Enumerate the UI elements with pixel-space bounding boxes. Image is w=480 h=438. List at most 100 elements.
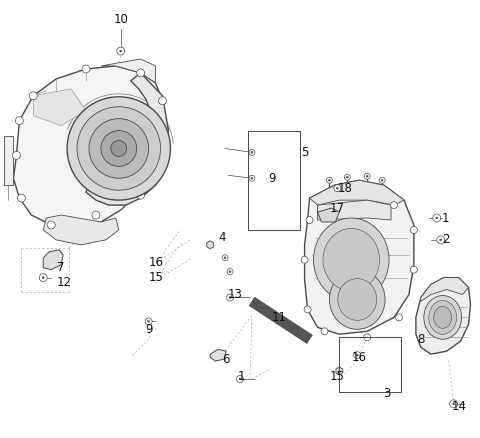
Circle shape	[29, 92, 37, 100]
Circle shape	[433, 214, 441, 222]
Circle shape	[336, 187, 338, 189]
Text: 13: 13	[228, 288, 243, 301]
Text: 1: 1	[238, 371, 245, 384]
Polygon shape	[421, 278, 468, 301]
Ellipse shape	[424, 296, 462, 339]
Circle shape	[249, 175, 255, 181]
Ellipse shape	[338, 279, 377, 320]
Bar	[339, 337, 401, 392]
Circle shape	[222, 255, 228, 261]
Polygon shape	[43, 215, 119, 245]
Circle shape	[12, 152, 21, 159]
Circle shape	[251, 152, 253, 153]
Ellipse shape	[429, 300, 456, 334]
Circle shape	[410, 266, 418, 273]
Polygon shape	[86, 73, 168, 205]
Circle shape	[347, 176, 348, 178]
Circle shape	[334, 185, 341, 192]
Circle shape	[227, 294, 234, 301]
Circle shape	[158, 97, 167, 105]
Text: 18: 18	[337, 182, 352, 195]
Circle shape	[123, 188, 130, 195]
Circle shape	[89, 119, 149, 178]
Polygon shape	[210, 349, 226, 361]
Text: 5: 5	[301, 146, 309, 159]
Ellipse shape	[434, 307, 452, 328]
Circle shape	[224, 257, 226, 259]
Text: 10: 10	[113, 13, 128, 26]
Polygon shape	[317, 200, 391, 220]
Circle shape	[249, 149, 255, 155]
Text: 3: 3	[384, 387, 391, 400]
Circle shape	[326, 177, 333, 183]
Text: 14: 14	[452, 400, 467, 413]
Circle shape	[229, 297, 231, 298]
Circle shape	[239, 378, 241, 380]
Circle shape	[67, 97, 170, 200]
Polygon shape	[33, 89, 86, 126]
Circle shape	[137, 191, 144, 199]
Circle shape	[145, 318, 152, 325]
Text: 9: 9	[145, 323, 152, 336]
Circle shape	[396, 314, 402, 321]
Circle shape	[72, 138, 79, 145]
Ellipse shape	[313, 218, 389, 301]
Circle shape	[321, 328, 328, 335]
Polygon shape	[249, 297, 312, 343]
Circle shape	[153, 167, 160, 174]
Circle shape	[344, 174, 350, 180]
Circle shape	[410, 226, 418, 233]
Circle shape	[453, 403, 455, 405]
Circle shape	[440, 239, 442, 241]
Circle shape	[304, 306, 311, 313]
Text: 16: 16	[149, 256, 164, 269]
Polygon shape	[101, 59, 156, 83]
Circle shape	[100, 104, 108, 111]
Circle shape	[111, 141, 127, 156]
Text: 4: 4	[218, 231, 226, 244]
Circle shape	[39, 274, 47, 282]
Text: 7: 7	[57, 261, 65, 274]
Circle shape	[366, 175, 368, 177]
Circle shape	[381, 179, 383, 181]
Text: 6: 6	[222, 353, 229, 366]
Text: 16: 16	[352, 350, 367, 364]
Text: 15: 15	[330, 371, 345, 384]
Polygon shape	[336, 367, 343, 375]
Circle shape	[144, 112, 150, 118]
Circle shape	[436, 217, 438, 219]
Circle shape	[450, 400, 457, 408]
Bar	[248, 131, 300, 230]
Circle shape	[120, 50, 122, 52]
Circle shape	[15, 117, 24, 124]
Polygon shape	[317, 208, 339, 222]
Text: 12: 12	[57, 276, 72, 289]
Polygon shape	[207, 241, 214, 249]
Circle shape	[47, 221, 55, 229]
Circle shape	[437, 236, 444, 244]
Circle shape	[42, 277, 44, 279]
Text: 15: 15	[149, 271, 164, 284]
Circle shape	[237, 375, 243, 382]
Circle shape	[306, 216, 313, 223]
Circle shape	[77, 107, 160, 190]
Polygon shape	[310, 180, 404, 205]
Circle shape	[92, 211, 100, 219]
Text: 1: 1	[442, 212, 449, 225]
Circle shape	[158, 156, 167, 164]
Circle shape	[364, 173, 370, 179]
Circle shape	[328, 179, 330, 181]
Text: 8: 8	[417, 333, 424, 346]
Polygon shape	[305, 180, 414, 334]
Polygon shape	[43, 250, 63, 270]
Circle shape	[301, 256, 308, 263]
Circle shape	[354, 352, 361, 359]
Text: 17: 17	[329, 201, 345, 215]
Polygon shape	[13, 66, 166, 228]
Circle shape	[391, 201, 397, 208]
Circle shape	[364, 334, 371, 341]
Ellipse shape	[323, 229, 380, 291]
Ellipse shape	[329, 270, 385, 329]
Text: 2: 2	[442, 233, 449, 246]
Circle shape	[82, 65, 90, 73]
